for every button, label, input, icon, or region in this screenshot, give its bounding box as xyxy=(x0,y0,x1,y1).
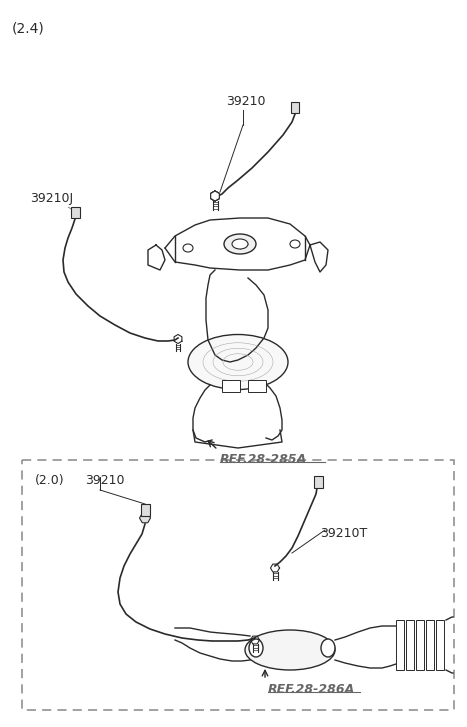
Bar xyxy=(396,620,404,670)
Ellipse shape xyxy=(249,639,263,657)
Ellipse shape xyxy=(224,234,256,254)
Ellipse shape xyxy=(245,630,335,670)
Polygon shape xyxy=(140,513,150,523)
Bar xyxy=(436,620,444,670)
Bar xyxy=(222,380,240,392)
Bar xyxy=(141,504,150,516)
Text: REF.28-286A: REF.28-286A xyxy=(268,683,355,696)
Ellipse shape xyxy=(290,240,300,248)
Polygon shape xyxy=(211,191,219,201)
Bar xyxy=(426,620,434,670)
Bar xyxy=(248,380,266,392)
Ellipse shape xyxy=(321,639,335,657)
Text: 39210: 39210 xyxy=(85,474,125,487)
Bar xyxy=(291,102,299,113)
Text: (2.4): (2.4) xyxy=(12,22,45,36)
Text: 39210: 39210 xyxy=(226,95,266,108)
Polygon shape xyxy=(211,191,219,201)
Text: (2.0): (2.0) xyxy=(35,474,64,487)
Ellipse shape xyxy=(188,334,288,390)
Bar xyxy=(416,620,424,670)
Text: 39210T: 39210T xyxy=(320,527,367,540)
Ellipse shape xyxy=(232,239,248,249)
FancyBboxPatch shape xyxy=(22,460,454,710)
Bar xyxy=(71,207,80,218)
Polygon shape xyxy=(211,191,219,201)
Polygon shape xyxy=(211,191,219,201)
Bar xyxy=(314,476,323,488)
Text: REF.28-285A: REF.28-285A xyxy=(220,453,307,466)
Polygon shape xyxy=(211,191,219,201)
Ellipse shape xyxy=(183,244,193,252)
Bar xyxy=(406,620,414,670)
Text: 39210J: 39210J xyxy=(30,192,73,205)
